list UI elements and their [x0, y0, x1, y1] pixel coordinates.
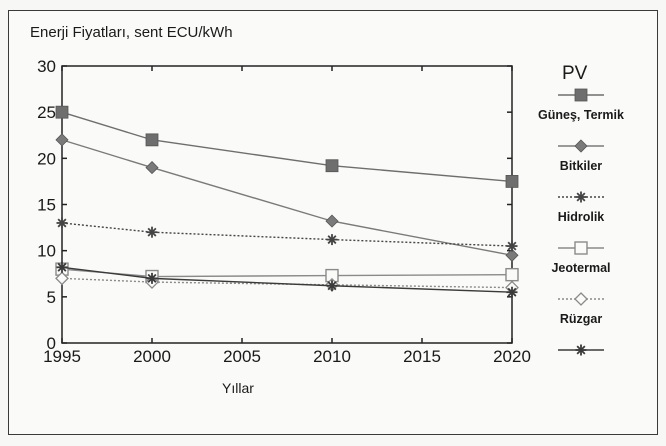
x-tick-label: 2015 — [403, 347, 441, 366]
legend-marker-3 — [574, 241, 588, 255]
legend-label-1: Bitkiler — [560, 159, 603, 173]
series-line-5 — [61, 266, 513, 293]
y-tick-label: 5 — [47, 288, 56, 307]
legend-marker-0-shape — [574, 88, 588, 102]
data-point-s5-p3 — [506, 286, 518, 298]
data-point-s3-p3 — [505, 267, 519, 282]
data-point-s5-p3-stroke — [507, 287, 517, 297]
data-point-s1-p1-shape — [145, 161, 159, 175]
legend-marker-3-shape — [574, 241, 588, 255]
legend-label-2: Hidrolik — [558, 210, 605, 224]
data-point-s1-p2 — [325, 214, 339, 228]
legend-marker-1-shape — [574, 139, 588, 153]
series-line-1 — [61, 139, 513, 256]
data-point-s0-p0-shape — [55, 105, 69, 119]
data-point-s1-p0-shape — [55, 133, 69, 147]
data-point-s5-p1-stroke — [147, 273, 157, 283]
x-tick-label: 1995 — [43, 347, 81, 366]
data-point-s2-p2 — [326, 234, 338, 246]
legend-marker-2 — [575, 191, 587, 203]
legend-marker-0 — [574, 88, 588, 102]
x-tick-label: 2005 — [223, 347, 261, 366]
plot-area: 0 5 10 15 20 25 30 1995 2000 2005 2010 2015 2020 — [37, 57, 531, 366]
chart-title: Enerji Fiyatları, sent ECU/kWh — [30, 24, 233, 41]
data-point-s5-p1 — [146, 272, 158, 284]
y-tick-label: 10 — [37, 242, 56, 261]
data-point-s2-p0-stroke — [57, 218, 67, 228]
legend-label-3: Jeotermal — [551, 261, 610, 275]
data-point-s2-p1-stroke — [147, 227, 157, 237]
plot-border — [61, 65, 513, 344]
data-point-s0-p3 — [505, 175, 519, 188]
legend-marker-2-stroke — [576, 192, 586, 202]
data-point-s0-p1-shape — [145, 133, 159, 147]
data-point-s5-p2 — [326, 280, 338, 292]
data-point-s0-p2 — [325, 159, 339, 173]
legend-marker-4 — [574, 292, 588, 306]
data-point-s1-p1 — [145, 161, 159, 175]
series-line-0 — [61, 111, 513, 183]
legend-label-4: Rüzgar — [560, 312, 603, 326]
data-point-s1-p3 — [505, 248, 519, 262]
y-tick-label: 30 — [37, 57, 56, 76]
data-point-s0-p3-shape — [505, 175, 519, 188]
y-tick-label: 0 — [47, 334, 56, 353]
series-line-4 — [61, 277, 513, 289]
data-point-s0-p0 — [55, 105, 69, 119]
data-point-s2-p3-stroke — [507, 241, 517, 251]
data-point-s2-p1 — [146, 226, 158, 238]
y-tick-label: 20 — [37, 149, 56, 168]
data-point-s5-p0 — [56, 261, 68, 273]
data-point-s3-p3-shape — [505, 267, 519, 282]
x-tick-label: 2000 — [133, 347, 171, 366]
data-point-s0-p2-shape — [325, 159, 339, 173]
data-point-s2-p0 — [56, 217, 68, 229]
data-point-s1-p0 — [55, 133, 69, 147]
data-point-s0-p1 — [145, 133, 159, 147]
legend-marker-4-shape — [574, 292, 588, 306]
legend-label-0: Güneş, Termik — [538, 108, 624, 122]
legend-title: PV — [562, 63, 588, 84]
legend-marker-1 — [574, 139, 588, 153]
x-tick-label: 2010 — [313, 347, 351, 366]
series-line-2 — [61, 222, 513, 247]
data-point-s4-p0-shape — [55, 271, 69, 286]
legend-marker-5 — [575, 344, 587, 356]
data-point-s1-p2-shape — [325, 214, 339, 228]
data-point-s1-p3-shape — [505, 248, 519, 262]
data-point-s5-p0-stroke — [57, 262, 67, 272]
legend-marker-5-stroke — [576, 345, 586, 355]
x-tick-label: 2020 — [493, 347, 531, 366]
y-tick-label: 25 — [37, 103, 56, 122]
data-point-s5-p2-stroke — [327, 281, 337, 291]
y-tick-label: 15 — [37, 196, 56, 215]
legend: Güneş, Termik Bitkiler Hidrolik Jeotermal Rü… — [538, 88, 624, 356]
data-point-s2-p2-stroke — [327, 235, 337, 245]
data-point-s2-p3 — [506, 240, 518, 252]
x-axis-label: Yıllar — [222, 380, 254, 396]
data-point-s4-p0 — [55, 271, 69, 286]
